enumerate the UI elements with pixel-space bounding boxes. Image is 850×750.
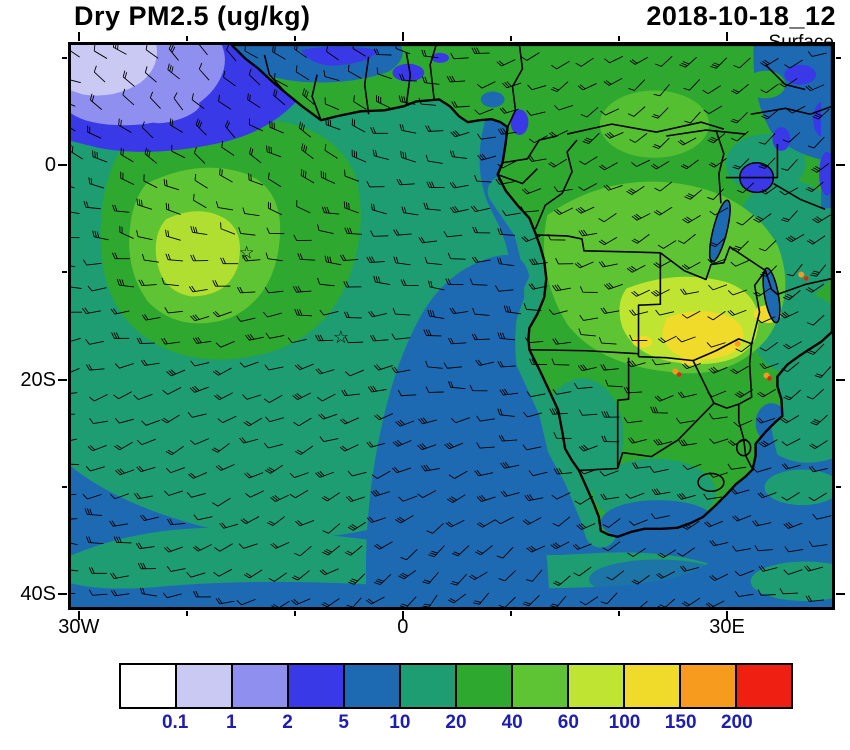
x-axis-label: 0	[397, 616, 409, 638]
x-axis-label: 30W	[58, 616, 100, 638]
colorbar	[119, 663, 793, 709]
wind-barbs	[71, 45, 832, 607]
axis-tick	[58, 592, 67, 595]
colorbar-labels: 0.1 1 2 5 10 20 40 60 100 150 200	[119, 712, 793, 738]
wind-barbs-layer	[71, 45, 832, 607]
colorbar-cell	[231, 663, 289, 709]
colorbar-value-label: 100	[608, 712, 641, 733]
colorbar-cell	[455, 663, 513, 709]
star-marker: ☆	[239, 243, 255, 263]
axis-tick	[58, 164, 67, 167]
axis-tick	[62, 485, 67, 488]
colorbar-cell	[567, 663, 625, 709]
axis-tick	[726, 611, 728, 620]
colorbar-value-label: 2	[282, 712, 293, 733]
axis-tick	[836, 164, 845, 167]
colorbar-value-label: 10	[389, 712, 411, 733]
axis-tick	[293, 36, 296, 41]
axis-tick	[62, 271, 67, 274]
axis-tick	[836, 592, 845, 595]
axis-tick	[509, 611, 512, 616]
axis-tick	[617, 611, 620, 616]
y-axis-label: 40S	[20, 582, 56, 605]
colorbar-value-label: 40	[501, 712, 523, 733]
axis-tick	[726, 32, 728, 41]
axis-tick	[836, 271, 841, 274]
colorbar-value-label: 60	[557, 712, 579, 733]
pm25-concentration-map: ☆☆	[71, 45, 832, 607]
colorbar-cell	[679, 663, 737, 709]
axis-tick	[185, 611, 188, 616]
axis-tick	[836, 57, 841, 60]
x-axis-label: 30E	[709, 616, 745, 638]
axis-tick	[401, 611, 404, 620]
colorbar-cell	[735, 663, 793, 709]
axis-tick	[293, 611, 296, 616]
datetime-label: 2018-10-18_12	[646, 1, 836, 31]
colorbar-cell	[511, 663, 569, 709]
axis-tick	[617, 36, 620, 41]
country-borders-layer	[263, 45, 832, 493]
map-frame: ☆ ☆	[68, 42, 835, 610]
colorbar-value-label: 0.1	[161, 712, 189, 733]
colorbar-cell	[287, 663, 345, 709]
axis-tick	[77, 611, 80, 620]
colorbar-cell	[623, 663, 681, 709]
axis-tick	[836, 485, 841, 488]
axis-tick	[836, 378, 845, 381]
star-markers-layer: ☆☆	[239, 243, 349, 347]
colorbar-value-label: 20	[445, 712, 467, 733]
axis-tick	[62, 57, 67, 60]
colorbar-value-label: 1	[226, 712, 237, 733]
axis-tick	[58, 378, 67, 381]
colorbar-value-label: 150	[664, 712, 697, 733]
axis-tick	[401, 32, 404, 41]
colorbar-cell	[399, 663, 457, 709]
y-axis-label: 20S	[20, 368, 56, 391]
axis-tick	[185, 36, 188, 41]
colorbar-cell	[175, 663, 233, 709]
star-marker: ☆	[333, 327, 349, 347]
colorbar-value-label: 200	[720, 712, 753, 733]
axis-tick	[509, 36, 512, 41]
y-axis-label: 0	[44, 154, 56, 177]
ocean-pm-field	[71, 45, 832, 607]
colorbar-cell	[119, 663, 177, 709]
page-title: Dry PM2.5 (ug/kg)	[74, 1, 311, 31]
axis-tick	[77, 32, 80, 41]
colorbar-value-label: 5	[338, 712, 349, 733]
colorbar-cell	[343, 663, 401, 709]
